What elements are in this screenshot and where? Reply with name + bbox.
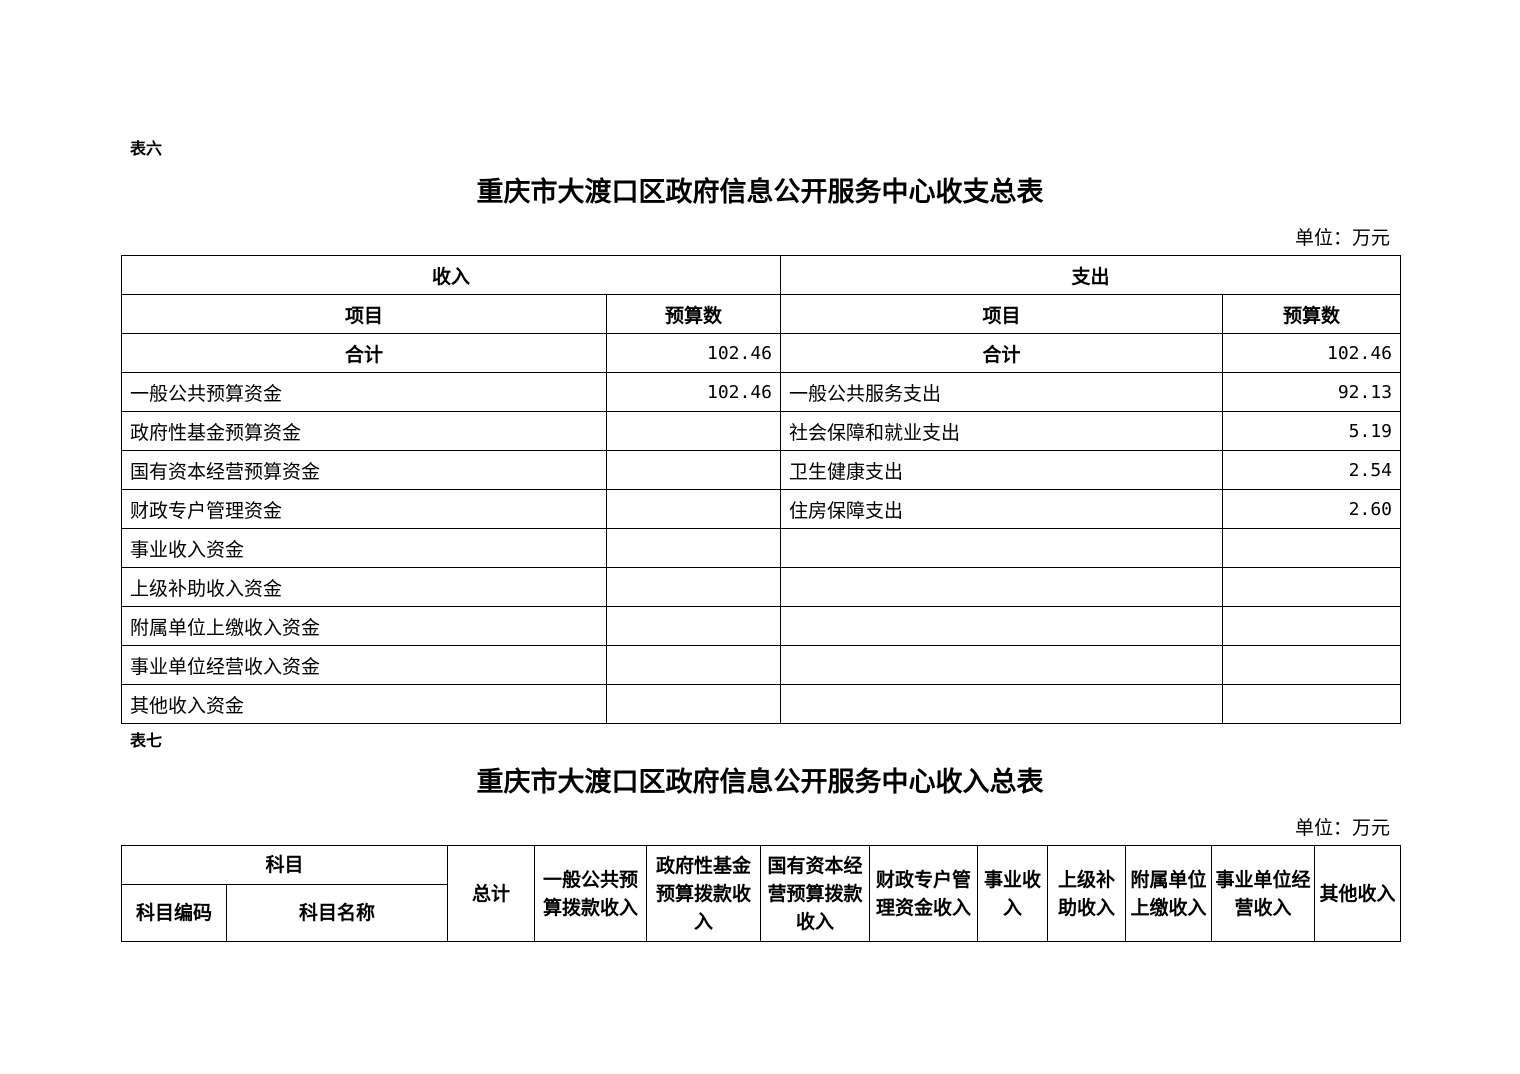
- expense-budget-header: 预算数: [1222, 294, 1402, 334]
- expense-item: [780, 645, 1224, 685]
- table-row: 一般公共预算资金 102.46 一般公共服务支出 92.13: [121, 372, 1402, 412]
- table7-unit: 单位：万元: [1294, 817, 1390, 839]
- income-value: [605, 528, 782, 568]
- income-expense-table: 收入 支出 项目 预算数 项目 预算数 合计 102.46 合计 102.46 …: [120, 255, 1402, 724]
- expense-value: [1222, 528, 1402, 568]
- income-budget-header: 预算数: [605, 294, 782, 334]
- column-header: 事业收入: [977, 845, 1049, 942]
- column-header: 财政专户管理资金收入: [869, 845, 979, 942]
- expense-item: 卫生健康支出: [780, 450, 1224, 490]
- expense-item: 住房保障支出: [780, 489, 1224, 529]
- income-value: [605, 645, 782, 685]
- table-row: 上级补助收入资金: [121, 567, 1402, 607]
- income-item: 事业单位经营收入资金: [121, 645, 607, 685]
- income-value: [605, 489, 782, 529]
- table-row: 政府性基金预算资金 社会保障和就业支出 5.19: [121, 411, 1402, 451]
- income-total-value: 102.46: [605, 333, 782, 373]
- income-value: [605, 567, 782, 607]
- table-row: 事业单位经营收入资金: [121, 645, 1402, 685]
- income-item-header: 项目: [121, 294, 607, 334]
- income-item: 一般公共预算资金: [121, 372, 607, 412]
- table7-label: 表七: [130, 731, 163, 750]
- income-value: [605, 411, 782, 451]
- income-value: 102.46: [605, 372, 782, 412]
- column-header: 一般公共预算拨款收入: [534, 845, 648, 942]
- expense-header: 支出: [780, 255, 1402, 295]
- expense-item: 一般公共服务支出: [780, 372, 1224, 412]
- table7-title: 重庆市大渡口区政府信息公开服务中心收入总表: [476, 767, 1044, 798]
- income-item: 附属单位上缴收入资金: [121, 606, 607, 646]
- expense-value: [1222, 645, 1402, 685]
- column-header: 事业单位经营收入: [1211, 845, 1316, 942]
- income-value: [605, 450, 782, 490]
- income-item: 财政专户管理资金: [121, 489, 607, 529]
- expense-value: 5.19: [1222, 411, 1402, 451]
- expense-value: [1222, 567, 1402, 607]
- income-item: 政府性基金预算资金: [121, 411, 607, 451]
- table6-title: 重庆市大渡口区政府信息公开服务中心收支总表: [476, 177, 1044, 208]
- income-item: 上级补助收入资金: [121, 567, 607, 607]
- expense-item: [780, 567, 1224, 607]
- expense-value: [1222, 684, 1402, 724]
- expense-total-value: 102.46: [1222, 333, 1402, 373]
- income-summary-table: 科目 总计 一般公共预算拨款收入 政府性基金预算拨款收入 国有资本经营预算拨款收入 财政…: [120, 845, 1402, 942]
- income-header: 收入: [120, 255, 782, 295]
- income-total-label: 合计: [121, 333, 607, 373]
- income-item: 其他收入资金: [121, 684, 607, 724]
- table-row: 事业收入资金: [121, 528, 1402, 568]
- table6-label: 表六: [130, 139, 163, 158]
- expense-item: [780, 684, 1224, 724]
- column-header: 其他收入: [1314, 845, 1402, 942]
- expense-value: 2.60: [1222, 489, 1402, 529]
- expense-total-label: 合计: [780, 333, 1224, 373]
- column-header: 上级补助收入: [1047, 845, 1127, 942]
- expense-item: [780, 528, 1224, 568]
- column-header: 附属单位上缴收入: [1125, 845, 1213, 942]
- table-row: 其他收入资金: [121, 684, 1402, 724]
- expense-item-header: 项目: [780, 294, 1224, 334]
- table-row: 附属单位上缴收入资金: [121, 606, 1402, 646]
- expense-item: 社会保障和就业支出: [780, 411, 1224, 451]
- income-item: 事业收入资金: [121, 528, 607, 568]
- table-row: 国有资本经营预算资金 卫生健康支出 2.54: [121, 450, 1402, 490]
- column-header: 国有资本经营预算拨款收入: [760, 845, 871, 942]
- expense-value: 92.13: [1222, 372, 1402, 412]
- income-value: [605, 606, 782, 646]
- column-header: 政府性基金预算拨款收入: [646, 845, 762, 942]
- expense-item: [780, 606, 1224, 646]
- expense-value: 2.54: [1222, 450, 1402, 490]
- column-header: 总计: [447, 845, 536, 942]
- subject-name-header: 科目名称: [225, 884, 449, 942]
- expense-value: [1222, 606, 1402, 646]
- income-value: [605, 684, 782, 724]
- table6-unit: 单位：万元: [1294, 227, 1390, 249]
- subject-code-header: 科目编码: [121, 884, 227, 942]
- income-item: 国有资本经营预算资金: [121, 450, 607, 490]
- subject-header: 科目: [120, 845, 449, 885]
- table-row: 财政专户管理资金 住房保障支出 2.60: [121, 489, 1402, 529]
